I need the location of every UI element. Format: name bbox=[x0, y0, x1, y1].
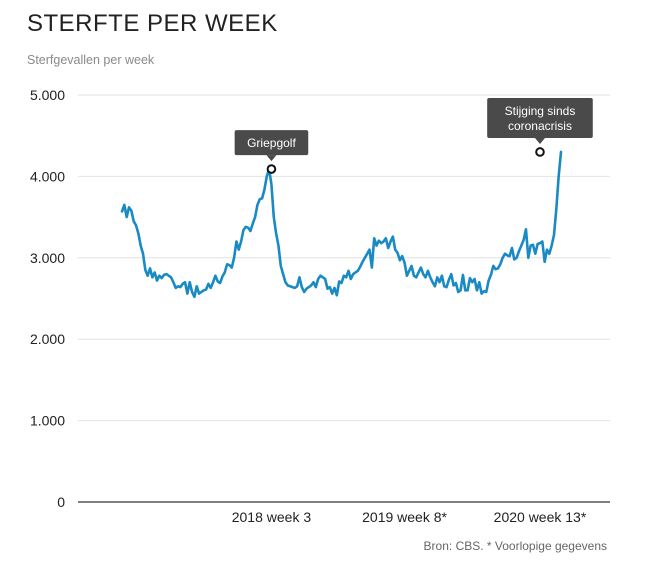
callout-label: coronacrisis bbox=[508, 119, 572, 133]
annotation-marker bbox=[266, 164, 277, 174]
y-tick-label: 0 bbox=[57, 494, 65, 510]
x-tick-label: 2019 week 8* bbox=[362, 509, 447, 525]
y-tick-label: 5.000 bbox=[30, 87, 65, 103]
chart-subtitle: Sterfgevallen per week bbox=[27, 53, 155, 67]
y-tick-label: 3.000 bbox=[30, 250, 65, 266]
callout-pointer bbox=[534, 137, 545, 144]
source-note: Bron: CBS. * Voorlopige gegevens bbox=[423, 539, 607, 553]
series-layer bbox=[120, 150, 563, 299]
callout-label: Stijging sinds bbox=[505, 104, 576, 118]
y-axis-ticks: 0 1.000 2.000 3.000 4.000 5.000 bbox=[30, 87, 65, 510]
x-tick-label: 2018 week 3 bbox=[232, 509, 312, 525]
callout-box bbox=[487, 97, 593, 138]
callout-label: Griepgolf bbox=[247, 136, 296, 150]
callout-box bbox=[234, 130, 309, 156]
series-line bbox=[120, 150, 563, 299]
callout-pointer bbox=[266, 155, 277, 162]
annotation-marker bbox=[535, 147, 545, 157]
y-tick-label: 4.000 bbox=[30, 168, 65, 184]
x-tick-label: 2020 week 13* bbox=[494, 509, 587, 525]
x-axis-ticks: 2018 week 3 2019 week 8* 2020 week 13* bbox=[232, 509, 587, 525]
grid-lines bbox=[78, 94, 610, 503]
annotation-callout: Griepgolf bbox=[234, 130, 309, 174]
y-tick-label: 1.000 bbox=[30, 413, 65, 429]
y-tick-label: 2.000 bbox=[30, 331, 65, 347]
chart-title: STERFTE PER WEEK bbox=[27, 10, 278, 37]
